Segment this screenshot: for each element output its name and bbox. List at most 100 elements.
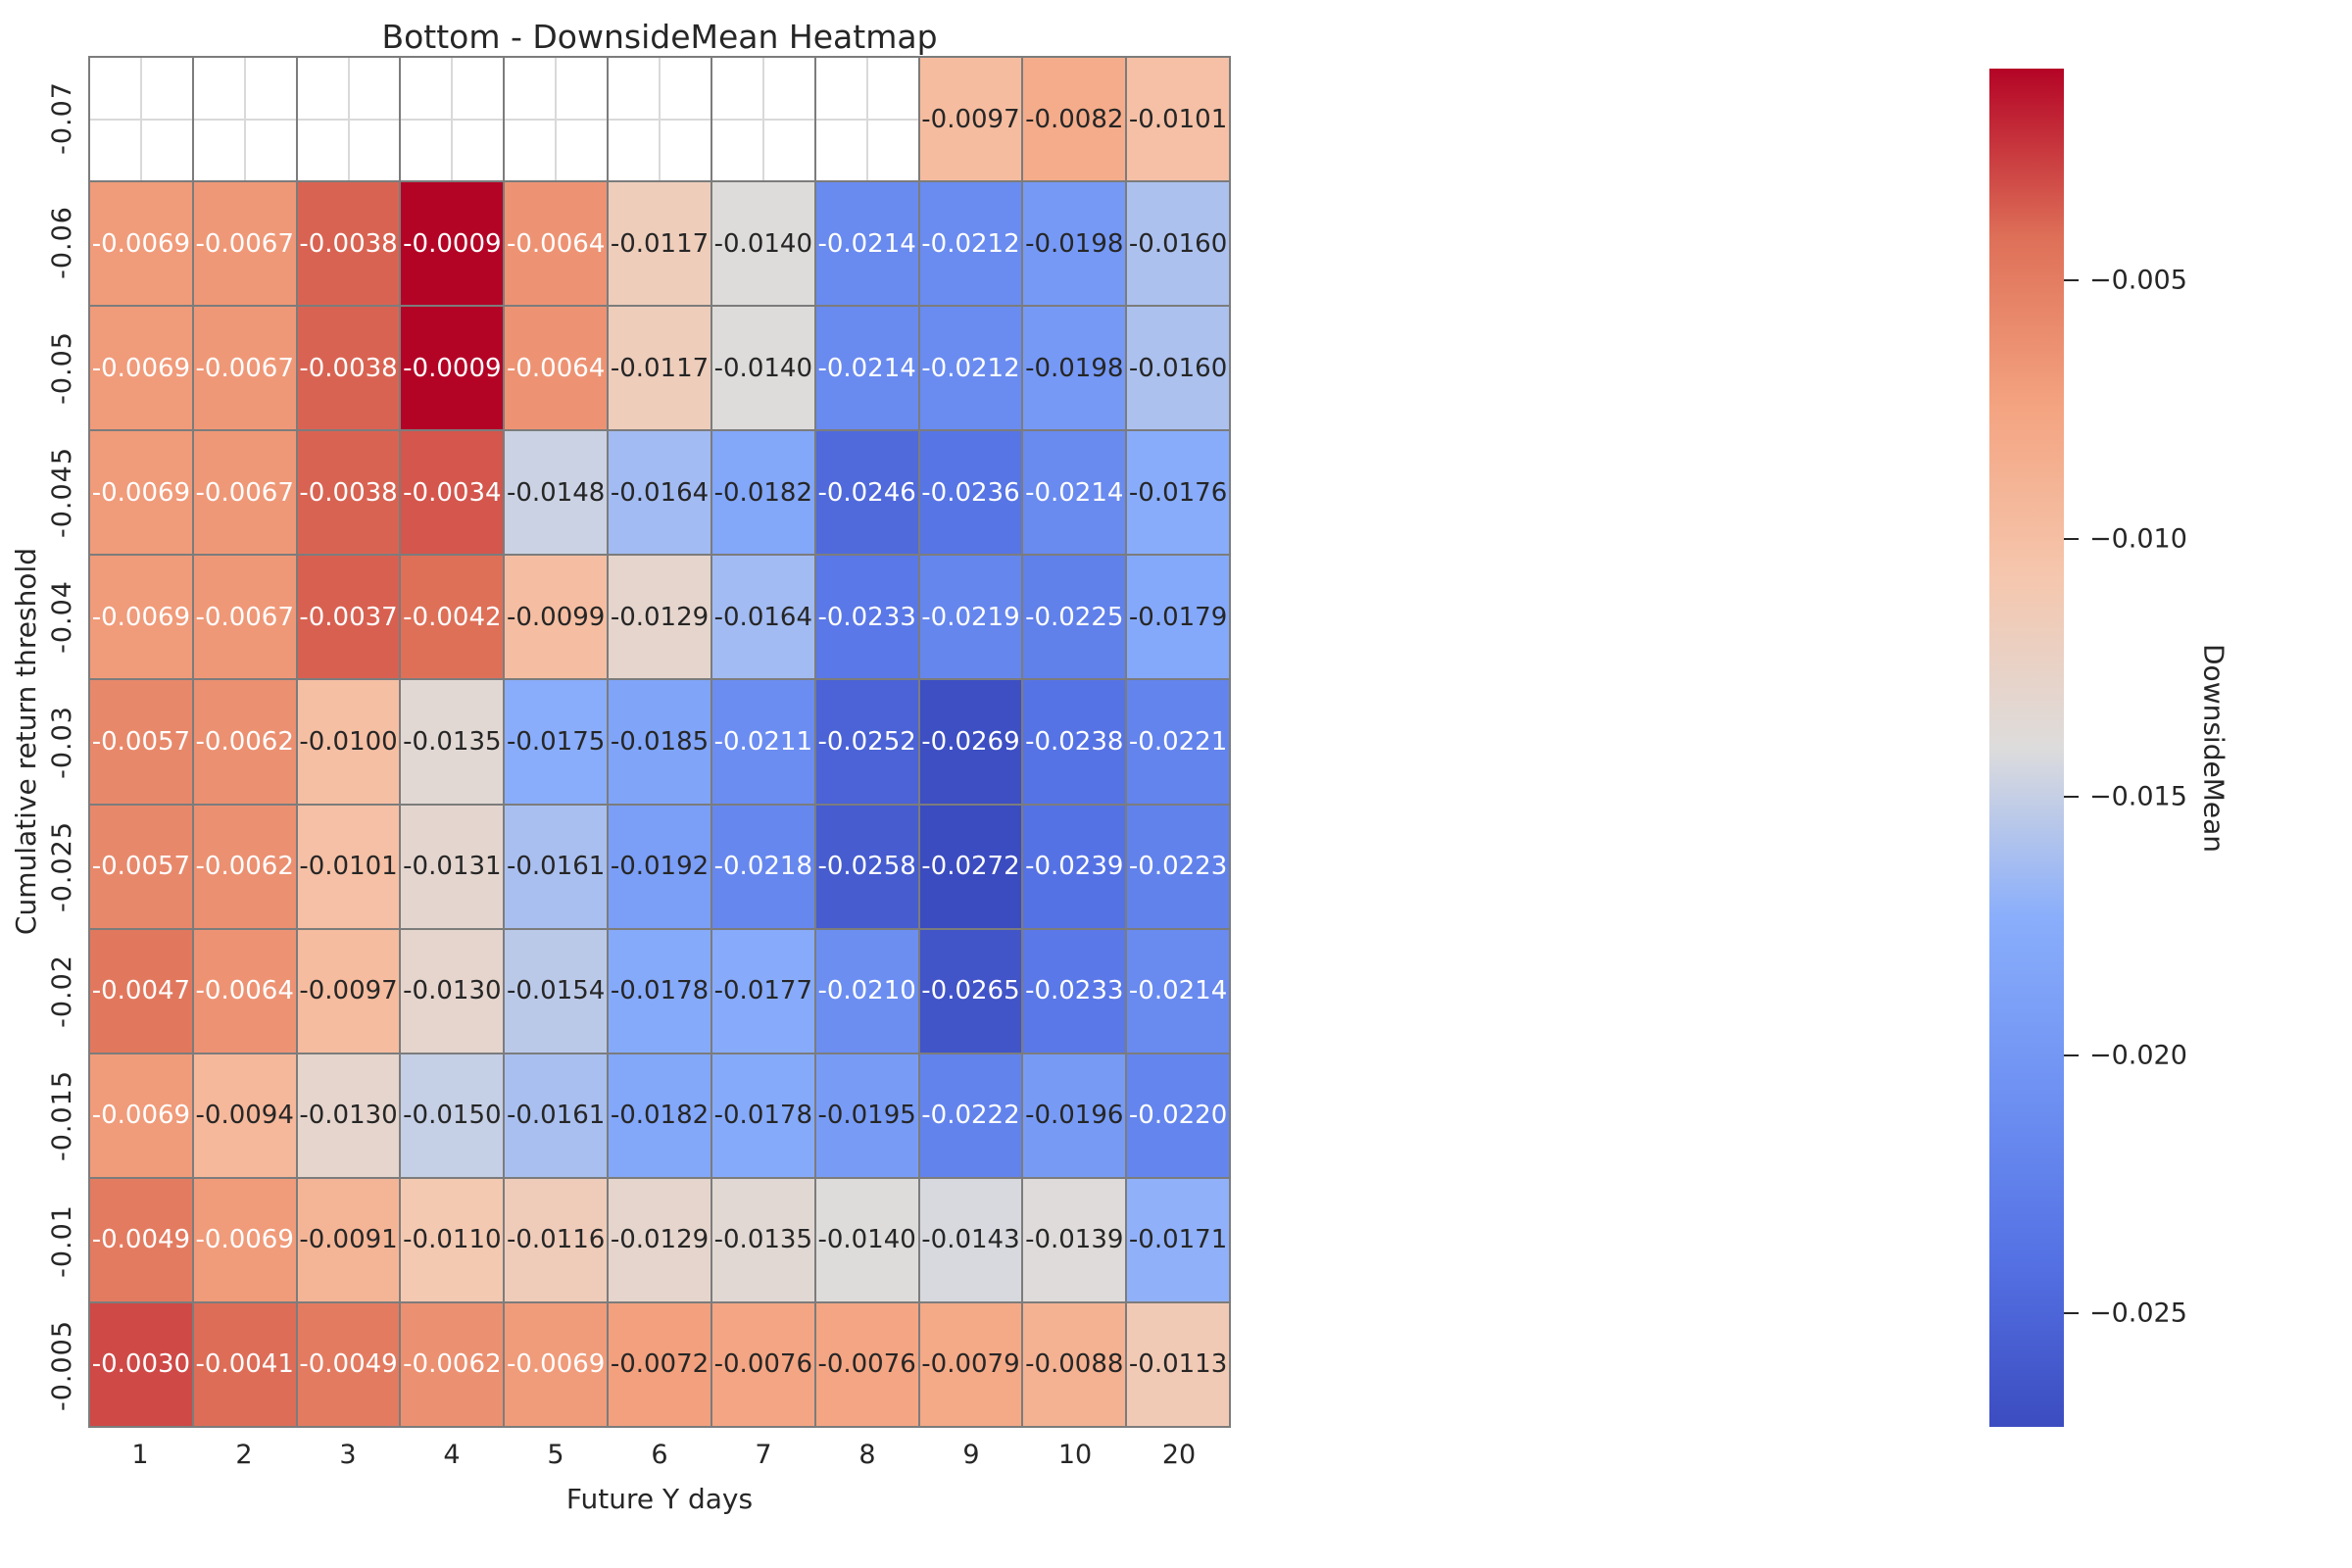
heatmap-cell-value: -0.0178	[713, 1101, 812, 1131]
heatmap-cell-value: -0.0130	[403, 976, 502, 1006]
heatmap-cell-value: -0.0272	[921, 852, 1020, 882]
heatmap-cell-value: -0.0239	[1025, 852, 1124, 882]
heatmap-cell: -0.0212	[919, 307, 1022, 430]
heatmap-cell-value: -0.0072	[610, 1349, 710, 1380]
colorbar-tick	[2064, 1054, 2079, 1056]
heatmap-cell-value: -0.0041	[195, 1349, 294, 1380]
heatmap-cell: -0.0178	[609, 929, 710, 1053]
heatmap-cell: -0.0009	[401, 307, 504, 430]
heatmap-cell	[711, 58, 814, 181]
y-tick-label-text: -0.045	[46, 446, 77, 538]
heatmap-cell: -0.0062	[193, 805, 296, 928]
heatmap-cell: -0.0069	[193, 1178, 296, 1301]
heatmap-cell: -0.0067	[193, 307, 296, 430]
heatmap-cell-value: -0.0176	[1128, 477, 1228, 508]
heatmap-cell: -0.0099	[505, 556, 608, 679]
heatmap-cell: -0.0100	[297, 680, 400, 804]
heatmap-cell: -0.0034	[401, 431, 504, 555]
x-tick-label: 8	[858, 1439, 876, 1470]
y-axis-label: Cumulative return threshold	[8, 56, 43, 1428]
heatmap-cell: -0.0140	[815, 1178, 918, 1301]
heatmap-cell-value: -0.0143	[921, 1225, 1020, 1255]
heatmap-cell-value: -0.0246	[817, 477, 916, 508]
y-tick-label: -0.01	[41, 1178, 82, 1302]
heatmap-cell-value: -0.0082	[1025, 104, 1124, 134]
heatmap-cell: -0.0117	[609, 307, 710, 430]
heatmap-cell: -0.0164	[609, 431, 710, 555]
heatmap-cell-value: -0.0148	[506, 477, 606, 508]
x-tick-label: 4	[443, 1439, 461, 1470]
heatmap-cell-value: -0.0069	[91, 477, 191, 508]
heatmap-cell-value: -0.0113	[1128, 1349, 1228, 1380]
colorbar-tick-label: −0.015	[2089, 781, 2187, 812]
heatmap-cell: -0.0062	[401, 1302, 504, 1426]
heatmap-cell-value: -0.0064	[195, 976, 294, 1006]
heatmap-cell-value: -0.0067	[195, 602, 294, 632]
heatmap-cell-value: -0.0195	[817, 1101, 916, 1131]
heatmap-cell: -0.0178	[711, 1054, 814, 1177]
heatmap-cell: -0.0161	[505, 1054, 608, 1177]
heatmap-cell: -0.0233	[815, 556, 918, 679]
heatmap-cell-value: -0.0219	[921, 602, 1020, 632]
x-tick-label: 1	[131, 1439, 149, 1470]
y-tick-label-text: -0.02	[46, 955, 77, 1028]
heatmap-cell-value: -0.0211	[713, 726, 812, 757]
heatmap-cell-value: -0.0225	[1025, 602, 1124, 632]
heatmap-cell	[401, 58, 504, 181]
heatmap-cell-value: -0.0062	[403, 1349, 502, 1380]
heatmap-cell-value: -0.0079	[921, 1349, 1020, 1380]
heatmap-cell-value: -0.0160	[1128, 353, 1228, 383]
heatmap-cell-value: -0.0101	[1128, 104, 1228, 134]
heatmap-cell-value: -0.0099	[506, 602, 606, 632]
heatmap-cell: -0.0211	[711, 680, 814, 804]
colorbar-tick	[2064, 279, 2079, 282]
heatmap-cell-value: -0.0140	[713, 228, 812, 259]
heatmap-cell-value: -0.0042	[403, 602, 502, 632]
heatmap-cell-value: -0.0161	[506, 1101, 606, 1131]
heatmap-cell: -0.0038	[297, 182, 400, 306]
heatmap-cell: -0.0037	[297, 556, 400, 679]
heatmap-cell: -0.0222	[919, 1054, 1022, 1177]
heatmap-grid: -0.0097 -0.0082 -0.0101 -0.0069 -0.0067 -0.00…	[88, 56, 1231, 1428]
colorbar-tick	[2064, 796, 2079, 799]
heatmap-cell-value: -0.0212	[921, 353, 1020, 383]
heatmap-cell: -0.0091	[297, 1178, 400, 1301]
heatmap-cell-value: -0.0069	[91, 228, 191, 259]
heatmap-cell: -0.0219	[919, 556, 1022, 679]
x-tick-label: 9	[962, 1439, 980, 1470]
heatmap-cell: -0.0171	[1127, 1178, 1229, 1301]
heatmap-cell-value: -0.0030	[91, 1349, 191, 1380]
x-tick-label: 6	[651, 1439, 668, 1470]
heatmap-cell-value: -0.0258	[817, 852, 916, 882]
heatmap-cell: -0.0175	[505, 680, 608, 804]
heatmap-cell: -0.0042	[401, 556, 504, 679]
heatmap-cell-value: -0.0038	[299, 477, 398, 508]
heatmap-cell: -0.0182	[711, 431, 814, 555]
heatmap-cell-value: -0.0161	[506, 852, 606, 882]
heatmap-cell: -0.0246	[815, 431, 918, 555]
y-tick-label: -0.06	[41, 180, 82, 305]
heatmap-cell-value: -0.0069	[91, 1101, 191, 1131]
colorbar-tick-label: −0.020	[2089, 1040, 2187, 1071]
heatmap-cell	[90, 58, 192, 181]
heatmap-cell: -0.0101	[1127, 58, 1229, 181]
heatmap-cell: -0.0196	[1023, 1054, 1126, 1177]
heatmap-cell: -0.0113	[1127, 1302, 1229, 1426]
heatmap-cell: -0.0135	[711, 1178, 814, 1301]
heatmap-cell-value: -0.0222	[921, 1101, 1020, 1131]
heatmap-cell-value: -0.0049	[299, 1349, 398, 1380]
heatmap-cell-value: -0.0069	[91, 602, 191, 632]
heatmap-cell-value: -0.0038	[299, 228, 398, 259]
heatmap-cell-value: -0.0076	[713, 1349, 812, 1380]
colorbar-tick-label: −0.005	[2089, 265, 2187, 296]
heatmap-cell: -0.0069	[90, 556, 192, 679]
heatmap-cell: -0.0009	[401, 182, 504, 306]
heatmap-cell-value: -0.0220	[1128, 1101, 1228, 1131]
heatmap-cell	[815, 58, 918, 181]
heatmap-cell: -0.0041	[193, 1302, 296, 1426]
heatmap-cell-value: -0.0238	[1025, 726, 1124, 757]
heatmap-cell-value: -0.0178	[610, 976, 710, 1006]
heatmap-cell-value: -0.0135	[403, 726, 502, 757]
heatmap-cell: -0.0038	[297, 431, 400, 555]
heatmap-cell: -0.0069	[505, 1302, 608, 1426]
